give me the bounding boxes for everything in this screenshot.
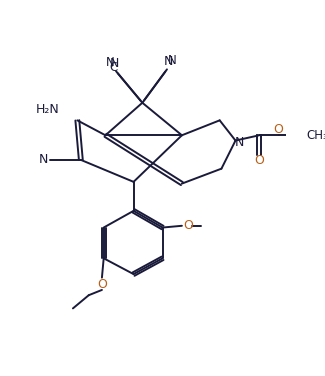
Text: N: N: [110, 57, 119, 70]
Text: O: O: [97, 278, 107, 291]
Text: H₂N: H₂N: [36, 103, 60, 116]
Text: CH₃: CH₃: [307, 129, 325, 142]
Text: C: C: [109, 61, 117, 74]
Text: N: N: [164, 55, 174, 68]
Text: N: N: [234, 136, 244, 149]
Text: N: N: [38, 153, 48, 167]
Text: O: O: [183, 219, 193, 232]
Text: O: O: [274, 123, 283, 136]
Text: O: O: [254, 154, 264, 167]
Text: N: N: [168, 54, 176, 67]
Text: N: N: [106, 56, 115, 69]
